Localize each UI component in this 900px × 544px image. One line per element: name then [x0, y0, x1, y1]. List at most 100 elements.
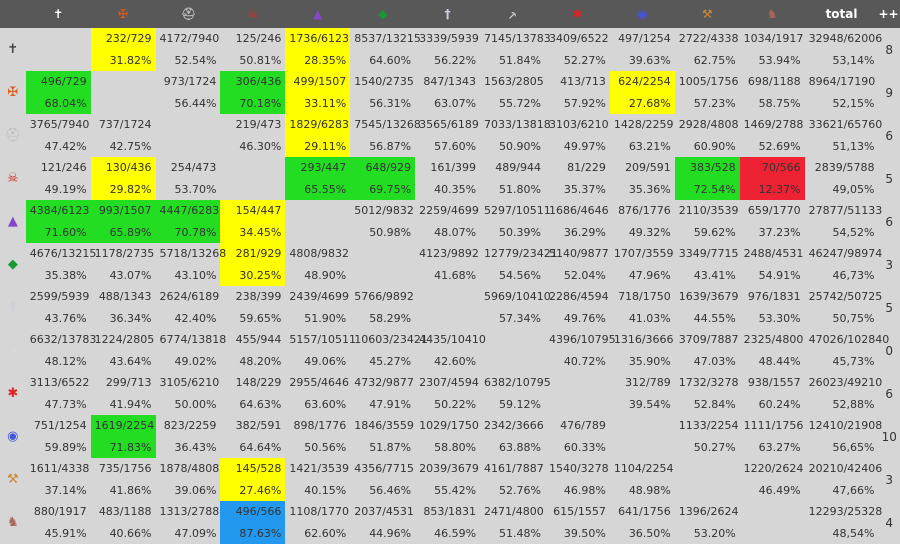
cell-ratio: 33621/65760 [808, 118, 883, 132]
matchup-cell: 737/1724 42.75% [91, 114, 156, 157]
matchup-cell: 1611/4338 37.14% [26, 458, 91, 501]
cell-ratio: 7145/13783 [484, 32, 551, 46]
cell-ratio: 20210/42406 [808, 462, 883, 476]
plus-header[interactable]: +++ [878, 0, 900, 28]
matchup-cell [285, 200, 350, 243]
cell-percent: 35.37% [563, 182, 606, 196]
cell-percent: 27.46% [239, 483, 282, 497]
column-header-orb[interactable]: ◉ [609, 0, 675, 28]
cell-ratio: 737/1724 [98, 118, 152, 132]
matchup-cell: 4172/7940 52.54% [156, 28, 221, 71]
column-header-wizard-hat[interactable]: ▲ [285, 0, 351, 28]
spider-icon: ✱ [7, 386, 19, 401]
column-header-emerald[interactable]: ◆ [350, 0, 416, 28]
matchup-cell: 1563/2805 55.72% [480, 71, 545, 114]
column-header-spider[interactable]: ✱ [544, 0, 610, 28]
cell-ratio: 2259/4699 [419, 204, 479, 218]
cell-percent: 70.18% [239, 96, 282, 110]
cell-ratio: 1316/3666 [613, 333, 674, 347]
cell-ratio: 641/1756 [618, 505, 671, 519]
column-header-skull[interactable]: ☠ [220, 0, 286, 28]
cell-percent: 54,52% [832, 225, 875, 239]
cell-percent: 40.66% [109, 526, 152, 540]
cell-ratio: 1428/2259 [613, 118, 674, 132]
cell-ratio: 4384/6123 [29, 204, 90, 218]
matchup-cell: 3339/5939 56.22% [415, 28, 480, 71]
plus-count: 5 [885, 171, 894, 186]
matchup-cell: 4356/7715 56.46% [350, 458, 415, 501]
cell-percent: 52.54% [174, 53, 217, 67]
cell-percent: 49.76% [563, 311, 606, 325]
matchup-cell [480, 329, 545, 372]
cell-ratio: 496/729 [40, 75, 87, 89]
matchup-cell [610, 415, 675, 458]
matchup-cell: 413/713 57.92% [545, 71, 610, 114]
wizard-hat-icon: ▲ [7, 214, 18, 229]
matchup-cell: 5157/10511 49.06% [285, 329, 356, 372]
cell-ratio: 3709/7887 [678, 333, 739, 347]
matchup-cell: 281/929 30.25% [220, 243, 286, 286]
cell-ratio: 1707/3559 [613, 247, 674, 261]
cell-percent: 49.32% [628, 225, 671, 239]
cell-percent: 33.11% [304, 96, 347, 110]
table-row: ✠ 496/729 68.04% 973/1724 56.44% 306/436 70.18… [0, 71, 900, 114]
cell-ratio: 4808/9832 [289, 247, 350, 261]
total-cell: 12410/21908 56,65% [805, 415, 883, 458]
plus-count: 0 [885, 343, 894, 358]
cell-percent: 29.82% [109, 182, 152, 196]
cell-ratio: 12293/25328 [808, 505, 883, 519]
matchup-cell: 2307/4594 50.22% [415, 372, 480, 415]
column-header-brazier[interactable]: ✠ [90, 0, 156, 28]
cell-percent: 71.83% [109, 440, 152, 454]
table-row: ◉ 751/1254 59.89% 1619/2254 71.83% 823/2259 36… [0, 415, 900, 458]
sword-icon: † [444, 7, 451, 21]
column-header-helmet[interactable]: ⛑ [155, 0, 221, 28]
cell-ratio: 3565/6189 [419, 118, 479, 132]
table-row: ✝ 232/729 31.82% 4172/7940 52.54% 125/246 50.8… [0, 28, 900, 71]
cell-percent: 48.44% [758, 354, 801, 368]
column-header-pickaxe[interactable]: ⸕ [480, 0, 545, 28]
cell-ratio: 5969/10410 [484, 290, 551, 304]
total-header[interactable]: total [804, 0, 879, 28]
cell-percent: 34.45% [239, 225, 282, 239]
cell-ratio: 4161/7887 [484, 462, 544, 476]
cell-ratio: 293/447 [300, 161, 347, 175]
matchup-cell [675, 458, 740, 501]
cell-percent: 51.87% [369, 440, 412, 454]
cell-percent: 63.60% [304, 397, 347, 411]
matchup-cell: 10603/23421 45.27% [350, 329, 428, 372]
cross-icon: ✝ [53, 7, 64, 21]
matchup-cell: 154/447 34.45% [220, 200, 286, 243]
cell-percent: 49.02% [174, 354, 217, 368]
total-cell: 47026/102840 45,73% [805, 329, 890, 372]
matchup-cell: 1732/3278 52.84% [675, 372, 740, 415]
cell-ratio: 5297/10511 [484, 204, 551, 218]
matchup-cell: 455/944 48.20% [220, 329, 285, 372]
matchup-cell: 1469/2788 52.69% [740, 114, 805, 157]
cell-percent: 39.54% [628, 397, 671, 411]
matchup-cell: 7545/13268 56.87% [350, 114, 421, 157]
cell-percent: 51.90% [304, 311, 347, 325]
column-header-sword[interactable]: † [415, 0, 481, 28]
column-header-wolf[interactable]: ♞ [739, 0, 805, 28]
cell-percent: 52,88% [832, 397, 875, 411]
plus-count: 6 [885, 128, 894, 143]
cell-percent: 36.29% [563, 225, 606, 239]
matchup-cell: 1421/3539 40.15% [285, 458, 350, 501]
row-header-sword: † [0, 286, 26, 329]
cell-percent: 44.55% [693, 311, 736, 325]
matchup-cell: 876/1776 49.32% [610, 200, 675, 243]
matchup-cell: 5140/9877 52.04% [545, 243, 610, 286]
column-header-hammer[interactable]: ⚒ [674, 0, 740, 28]
cell-percent: 50.98% [369, 225, 412, 239]
cell-ratio: 219/473 [235, 118, 282, 132]
cell-ratio: 898/1776 [293, 419, 347, 433]
plus-count: 5 [885, 300, 894, 315]
matchup-cell: 2722/4338 62.75% [675, 28, 740, 71]
matchup-cell: 853/1831 46.59% [415, 501, 480, 544]
cell-percent: 54.56% [499, 268, 541, 282]
cross-icon: ✝ [7, 42, 19, 57]
cell-ratio: 4396/10795 [548, 333, 616, 347]
cell-percent: 50.22% [434, 397, 477, 411]
column-header-cross[interactable]: ✝ [25, 0, 91, 28]
